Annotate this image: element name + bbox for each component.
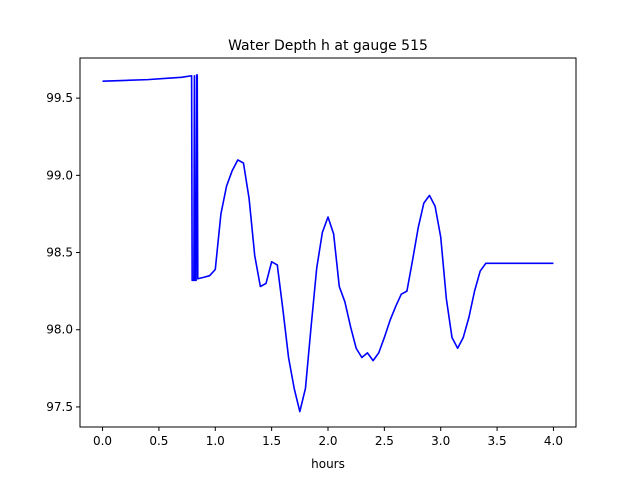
x-tick-label: 3.5 xyxy=(488,434,507,448)
y-tick-label: 98.0 xyxy=(46,323,73,337)
x-tick-label: 4.0 xyxy=(544,434,563,448)
x-tick-label: 2.5 xyxy=(375,434,394,448)
chart-title: Water Depth h at gauge 515 xyxy=(228,38,428,54)
x-tick-label: 1.0 xyxy=(206,434,225,448)
y-tick-label: 98.5 xyxy=(46,246,73,260)
plot-layer xyxy=(102,74,554,413)
x-tick-label: 1.5 xyxy=(262,434,281,448)
x-axis-title: hours xyxy=(311,457,345,471)
y-tick-label: 99.5 xyxy=(46,91,73,105)
x-tick-label: 3.0 xyxy=(431,434,450,448)
y-tick-label: 97.5 xyxy=(46,400,73,414)
series-line-0 xyxy=(102,74,554,413)
x-tick-label: 0.0 xyxy=(93,434,112,448)
x-tick-label: 2.0 xyxy=(318,434,337,448)
x-axis: 0.0 0.5 1.0 1.5 2.0 2.5 3.0 3.5 4.0 xyxy=(93,427,563,448)
y-axis: 97.5 98.0 98.5 99.0 99.5 xyxy=(46,91,80,414)
y-tick-label: 99.0 xyxy=(46,168,73,182)
x-tick-label: 0.5 xyxy=(149,434,168,448)
